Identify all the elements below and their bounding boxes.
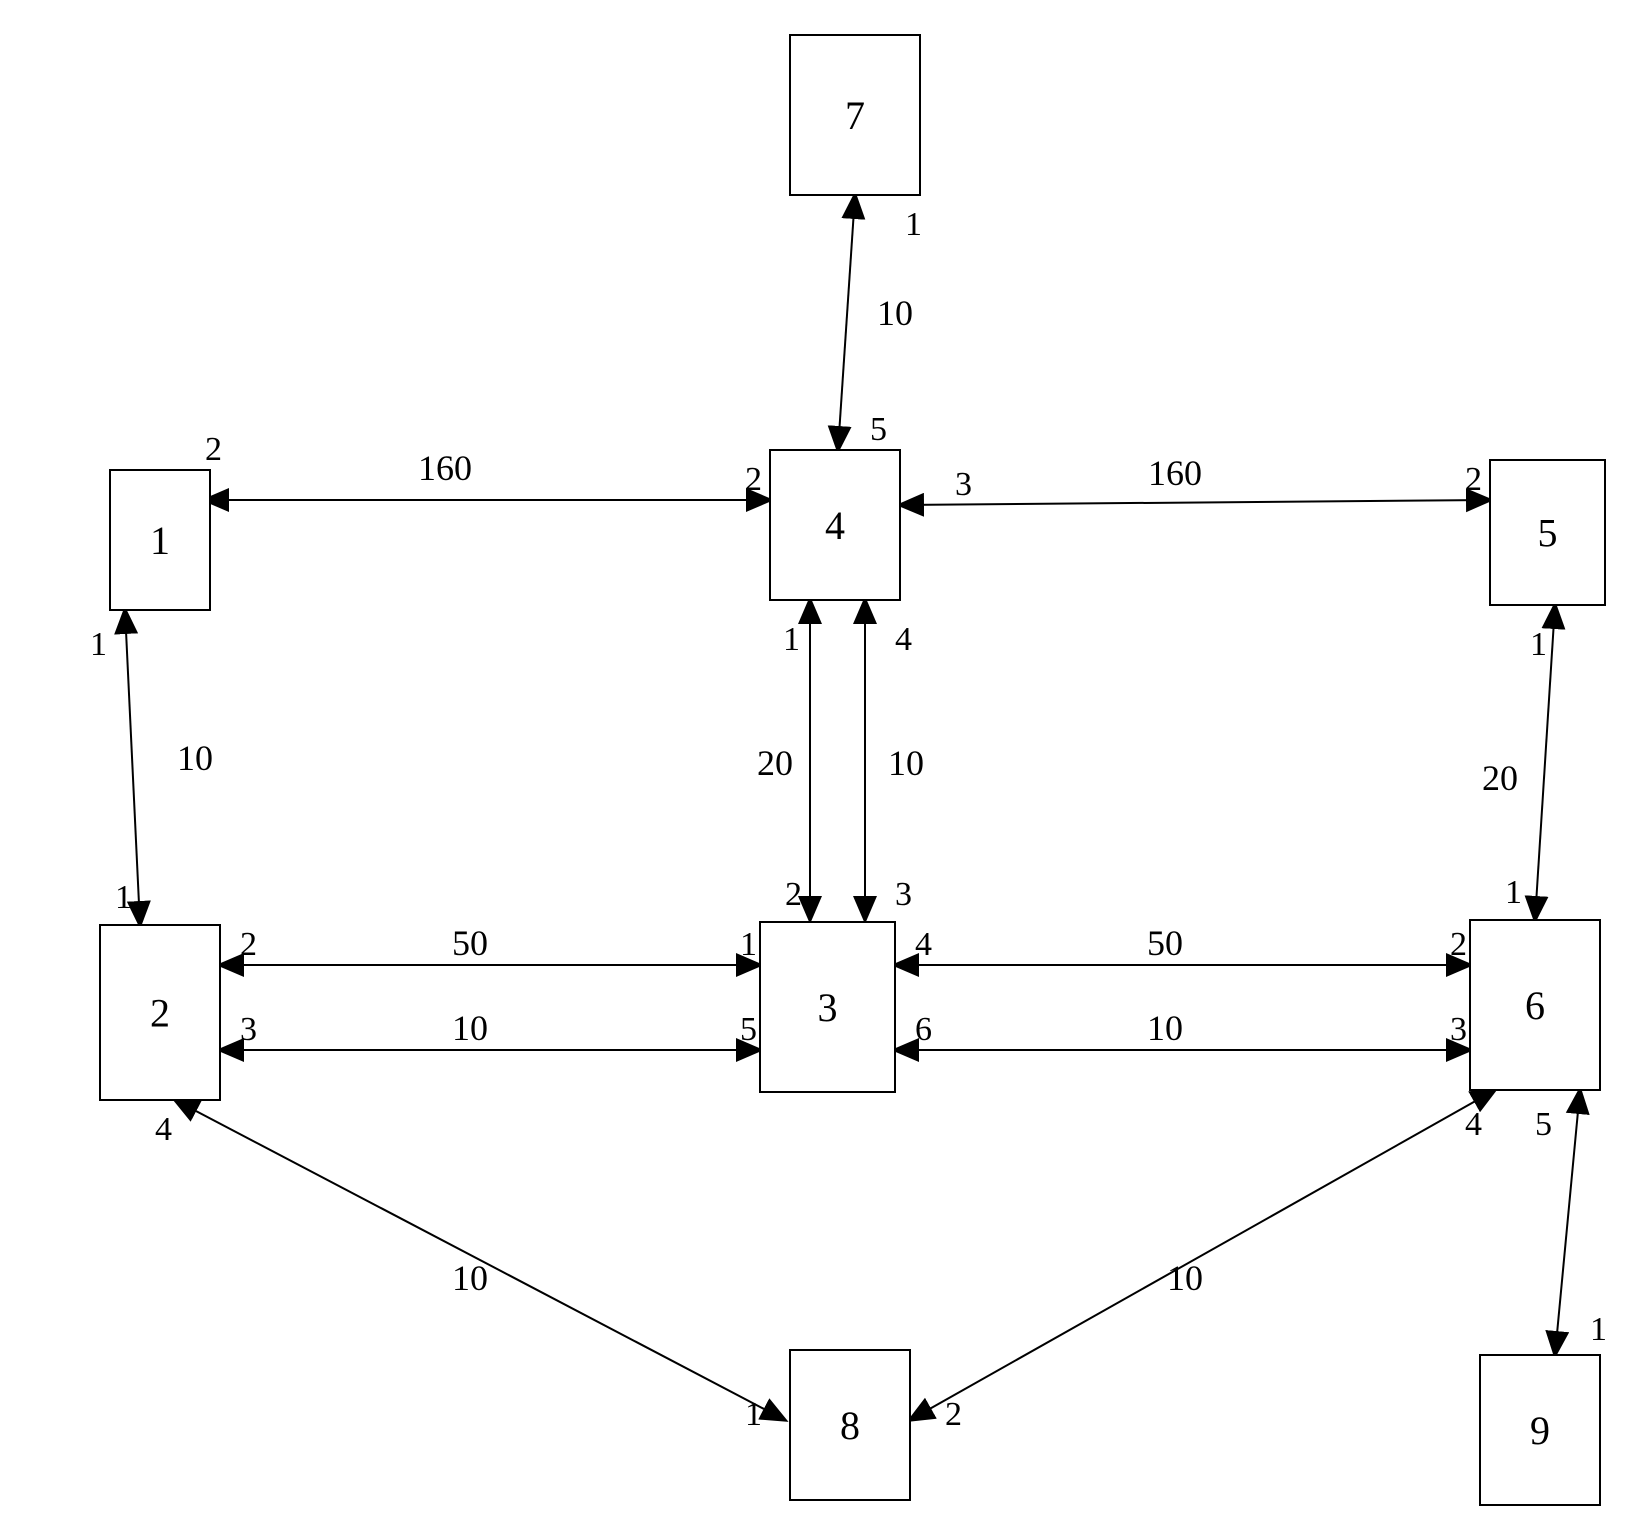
- edge-port-label: 1: [1505, 874, 1522, 911]
- node-label: 5: [1538, 511, 1558, 556]
- edge-port-label: 2: [785, 876, 802, 913]
- edge: [125, 610, 140, 925]
- network-diagram: 123456789 101516022160321011201210432011…: [0, 0, 1640, 1536]
- edge-weight-label: 10: [1167, 1258, 1203, 1298]
- edge-port-label: 4: [1465, 1106, 1482, 1143]
- edge-weight-label: 10: [452, 1008, 488, 1048]
- edge-weight-label: 20: [1482, 758, 1518, 798]
- edge-weight-label: 10: [452, 1258, 488, 1298]
- edge-port-label: 1: [905, 206, 922, 243]
- edge-port-label: 5: [870, 411, 887, 448]
- edge-port-label: 5: [1535, 1106, 1552, 1143]
- edge-port-label: 1: [740, 926, 757, 963]
- node-label: 1: [150, 518, 170, 563]
- edge-port-label: 2: [205, 431, 222, 468]
- edge-port-label: 5: [740, 1011, 757, 1048]
- edge-port-label: 2: [1465, 461, 1482, 498]
- node-label: 3: [818, 985, 838, 1030]
- edge-port-label: 4: [155, 1111, 172, 1148]
- edge-port-label: 2: [240, 926, 257, 963]
- node-label: 8: [840, 1403, 860, 1448]
- edge-weight-label: 50: [452, 923, 488, 963]
- edge-port-label: 3: [240, 1011, 257, 1048]
- node-label: 9: [1530, 1408, 1550, 1453]
- edge: [910, 1090, 1495, 1420]
- edge-port-label: 6: [915, 1011, 932, 1048]
- edge-weight-label: 160: [418, 448, 472, 488]
- edge-weight-label: 50: [1147, 923, 1183, 963]
- edge-weight-label: 20: [757, 743, 793, 783]
- edge-weight-label: 10: [177, 738, 213, 778]
- edge-weight-label: 10: [1147, 1008, 1183, 1048]
- edge-weight-label: 10: [877, 293, 913, 333]
- edge-port-label: 2: [945, 1396, 962, 1433]
- edge-port-label: 1: [1590, 1311, 1607, 1348]
- edge-port-label: 1: [1530, 626, 1547, 663]
- node-label: 2: [150, 991, 170, 1036]
- edge: [900, 500, 1490, 505]
- edge-port-label: 4: [915, 926, 932, 963]
- edge-port-label: 1: [783, 621, 800, 658]
- node-label: 7: [845, 93, 865, 138]
- edge: [838, 195, 855, 450]
- edge-weight-label: 10: [888, 743, 924, 783]
- edge-port-label: 3: [955, 466, 972, 503]
- edge-port-label: 3: [895, 876, 912, 913]
- edge-port-label: 2: [745, 461, 762, 498]
- edge-weight-label: 160: [1148, 453, 1202, 493]
- node-label: 4: [825, 503, 845, 548]
- edge-port-label: 1: [115, 879, 132, 916]
- edge: [1555, 1090, 1580, 1355]
- edge-port-label: 1: [745, 1396, 762, 1433]
- edge-port-label: 4: [895, 621, 912, 658]
- edge-port-label: 3: [1450, 1011, 1467, 1048]
- edge-port-label: 1: [90, 626, 107, 663]
- edge-port-label: 2: [1450, 926, 1467, 963]
- node-label: 6: [1525, 983, 1545, 1028]
